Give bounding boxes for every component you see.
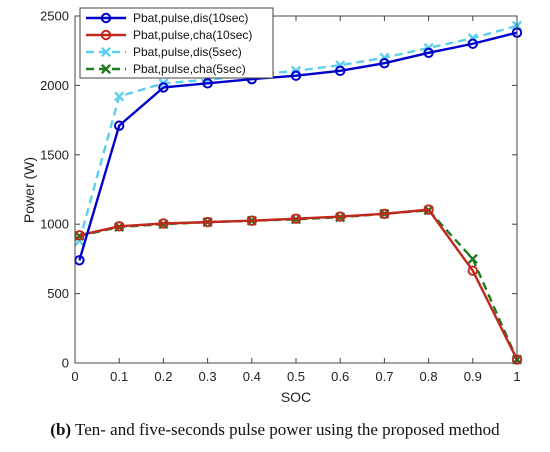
y-tick-label: 0: [62, 356, 69, 371]
x-tick-label: 0.9: [464, 369, 482, 384]
data-point: [379, 57, 390, 69]
figure-caption: (b) Ten- and five-seconds pulse power us…: [0, 420, 550, 440]
legend-box: [79, 7, 274, 79]
legend-marker: [100, 63, 112, 75]
legend-marker-stroke-b: [100, 46, 112, 58]
legend-marker: [100, 29, 112, 41]
data-point: [202, 78, 213, 89]
axes: 0 0.1 0.2 0.3 0.4 0.5 0.6 0.7 0.8 0.9 1 0 500 1000 150…: [40, 9, 521, 385]
data-point: [467, 265, 478, 276]
x-tick-label: 0.2: [154, 369, 172, 384]
data-point: [335, 65, 346, 77]
data-point: [114, 221, 125, 232]
data-point: [158, 218, 169, 229]
data-point: [335, 211, 346, 222]
x-tick-label: 0.3: [199, 369, 217, 384]
series-line: [78, 31, 518, 261]
y-tick-label: 500: [47, 286, 69, 301]
x-tick-label: 0: [71, 369, 78, 384]
legend-label: Pbat,pulse,cha(10sec): [133, 28, 252, 42]
data-point: [114, 91, 125, 102]
legend-label: Pbat,pulse,dis(10sec): [133, 11, 248, 25]
data-point-stroke-b: [114, 91, 125, 102]
x-tick-label: 1: [513, 369, 520, 384]
legend-marker-stroke-b: [100, 63, 112, 75]
data-point: [467, 253, 478, 264]
data-point: [290, 70, 302, 81]
x-tick-label: 0.5: [287, 369, 305, 384]
x-tick-label: 0.6: [331, 369, 349, 384]
legend: Pbat,pulse,dis(10sec) Pbat,pulse,cha(10se…: [79, 7, 274, 79]
x-tick-label: 0.7: [375, 369, 393, 384]
caption-label: (b): [50, 420, 72, 439]
x-axis-title: SOC: [281, 389, 311, 405]
data-point: [379, 208, 390, 219]
data-point: [290, 213, 302, 224]
legend-marker: [100, 46, 112, 58]
series-1: [74, 204, 523, 365]
series-0: [74, 27, 523, 266]
data-point: [202, 216, 213, 228]
y-tick-label: 2500: [40, 9, 69, 24]
x-tick-label: 0.4: [243, 369, 261, 384]
data-point: [467, 38, 478, 49]
data-point: [423, 204, 434, 215]
power-vs-soc-chart: 0 0.1 0.2 0.3 0.4 0.5 0.6 0.7 0.8 0.9 1 0 500 1000 150…: [21, 7, 523, 405]
data-point: [158, 82, 169, 93]
data-point: [423, 47, 434, 58]
y-tick-label: 2000: [40, 78, 69, 93]
legend-marker: [100, 12, 112, 24]
y-tick-label: 1000: [40, 217, 69, 232]
legend-label: Pbat,pulse,cha(5sec): [133, 62, 246, 76]
y-axis-title: Power (W): [21, 157, 37, 223]
y-tick-label: 1500: [40, 147, 69, 162]
data-point: [114, 120, 125, 131]
caption-text: Ten- and five-seconds pulse power using …: [71, 420, 500, 439]
data-point: [246, 215, 258, 226]
x-tick-label: 0.1: [110, 369, 128, 384]
data-point-stroke-b: [467, 253, 478, 264]
x-tick-label: 0.8: [420, 369, 438, 384]
series-line: [79, 208, 519, 361]
legend-label: Pbat,pulse,dis(5sec): [133, 45, 242, 59]
